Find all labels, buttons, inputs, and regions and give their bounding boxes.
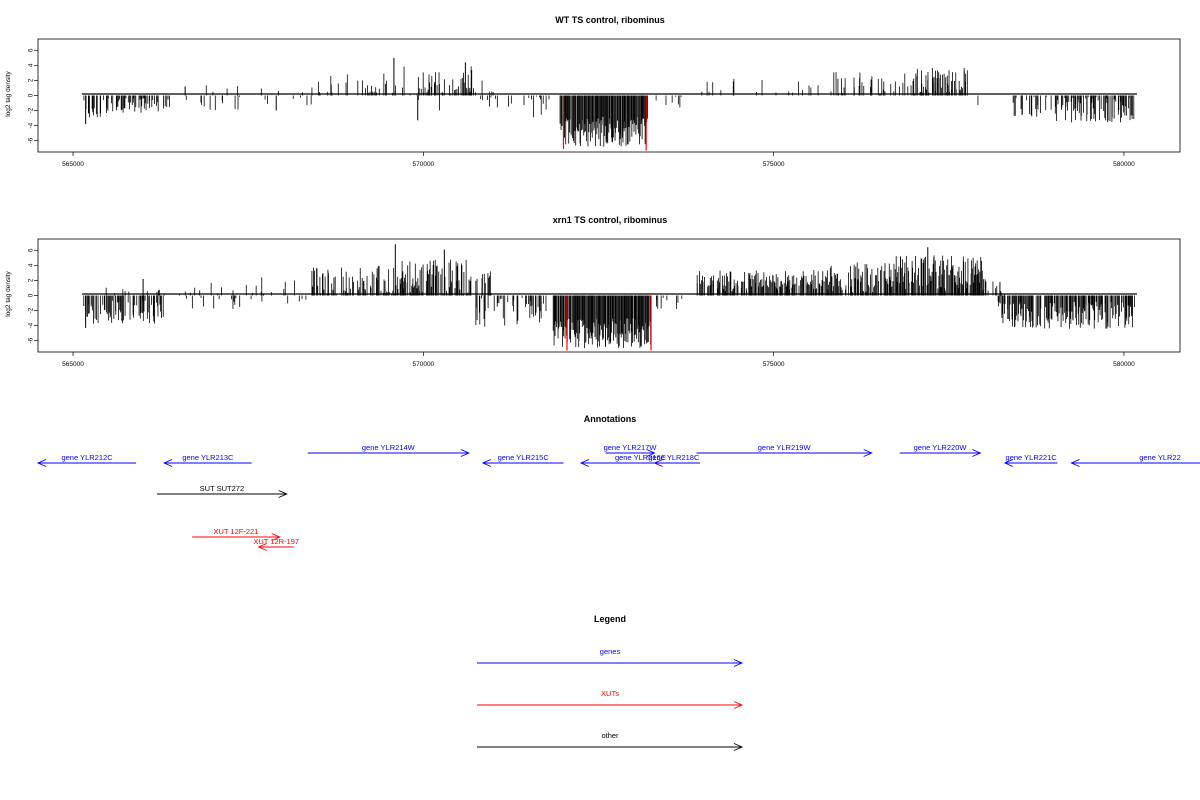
arrow-head xyxy=(162,459,173,467)
feature-label: gene YLR212C xyxy=(61,453,113,462)
panel-wt-track: WT TS control, ribominus log2 tag densit… xyxy=(5,15,1181,168)
annotation-feature: gene YLR221C xyxy=(1003,453,1058,467)
feature-label: gene YLR22 xyxy=(1139,453,1181,462)
feature-label: gene YLR214W xyxy=(362,443,416,452)
legend-entry: XUTs xyxy=(477,689,744,709)
arrow-head xyxy=(733,701,744,709)
annotations-track: Annotations gene YLR212C gene YLR213C gene… xyxy=(36,414,1200,551)
panel-title: WT TS control, ribominus xyxy=(555,15,665,25)
y-tick-label: -6 xyxy=(28,137,35,143)
legend-title: Legend xyxy=(594,614,626,624)
y-tick-label: -2 xyxy=(28,107,35,113)
arrow-head xyxy=(460,449,470,457)
y-tick-label: 2 xyxy=(28,278,35,282)
feature-label: gene YLR219W xyxy=(758,443,812,452)
y-axis: -6 -4 -2 0 2 4 6 xyxy=(28,248,38,344)
annotation-feature: gene YLR212C xyxy=(36,453,137,467)
arrow-head xyxy=(733,743,744,751)
x-tick-label: 575000 xyxy=(763,361,785,368)
feature-label: gene YLR218C xyxy=(648,453,700,462)
y-tick-label: -2 xyxy=(28,307,35,313)
arrow-head xyxy=(271,533,281,541)
annotation-feature: gene YLR214W xyxy=(307,443,470,457)
feature-label: gene YLR217W xyxy=(604,443,658,452)
y-tick-label: 4 xyxy=(28,263,35,267)
arrow-head xyxy=(653,459,663,467)
y-tick-label: -4 xyxy=(28,122,35,128)
y-axis: -6 -4 -2 0 2 4 6 xyxy=(28,48,38,144)
arrow-head xyxy=(972,449,982,457)
feature-label: gene YLR221C xyxy=(1006,453,1058,462)
y-tick-label: 0 xyxy=(28,93,35,97)
y-tick-label: 2 xyxy=(28,78,35,82)
bars xyxy=(83,57,1135,151)
annotation-feature: gene YLR215C xyxy=(481,453,564,467)
y-tick-label: 6 xyxy=(28,248,35,252)
arrow-head xyxy=(257,543,267,551)
feature-label: SUT SUT272 xyxy=(200,484,244,493)
panel-title: xrn1 TS control, ribominus xyxy=(553,215,668,225)
feature-label: gene YLR215C xyxy=(498,453,550,462)
arrow-head xyxy=(863,449,873,457)
feature-label: XUT 12F-221 xyxy=(213,527,258,536)
x-tick-label: 565000 xyxy=(62,361,84,368)
x-tick-label: 580000 xyxy=(1113,361,1135,368)
arrow-head xyxy=(481,459,492,467)
feature-label: gene YLR213C xyxy=(182,453,234,462)
arrow-head xyxy=(733,659,744,667)
legend: Legend genes XUTs other xyxy=(477,614,744,751)
panel-xrn1-track: xrn1 TS control, ribominus log2 tag dens… xyxy=(5,215,1181,368)
annotation-feature: gene YLR220W xyxy=(899,443,982,457)
annotations-title: Annotations xyxy=(584,414,637,424)
annotation-feature: SUT SUT272 xyxy=(157,484,288,498)
feature-label: gene YLR216C xyxy=(615,453,667,462)
x-axis: 565000 570000 575000 580000 xyxy=(62,352,1135,368)
y-tick-label: 4 xyxy=(28,63,35,67)
annotation-feature: gene YLR217W xyxy=(604,443,658,457)
x-tick-label: 565000 xyxy=(62,161,84,168)
x-axis: 565000 570000 575000 580000 xyxy=(62,152,1135,168)
x-tick-label: 570000 xyxy=(412,161,434,168)
legend-label: other xyxy=(601,731,619,740)
annotation-feature: gene YLR22 xyxy=(1070,453,1200,467)
arrow-head xyxy=(579,459,590,467)
annotation-feature: XUT 12F-221 xyxy=(192,527,281,541)
y-tick-label: 6 xyxy=(28,48,35,52)
annotation-feature: gene YLR218C xyxy=(648,453,700,467)
feature-label: XUT 12R-197 xyxy=(253,537,299,546)
y-tick-label: -4 xyxy=(28,322,35,328)
arrow-head xyxy=(1070,459,1080,467)
y-tick-label: 0 xyxy=(28,293,35,297)
arrow-head xyxy=(278,490,288,498)
legend-entry: genes xyxy=(477,647,744,667)
feature-label: gene YLR220W xyxy=(914,443,968,452)
x-tick-label: 580000 xyxy=(1113,161,1135,168)
bars xyxy=(83,244,1135,351)
arrow-head xyxy=(36,459,47,467)
annotation-feature: XUT 12R-197 xyxy=(253,537,299,551)
legend-label: genes xyxy=(600,647,621,656)
legend-entry: other xyxy=(477,731,744,751)
arrow-head xyxy=(646,449,656,457)
annotation-feature: gene YLR219W xyxy=(696,443,873,457)
y-axis-label: log2 tag density xyxy=(5,70,12,116)
arrow-head xyxy=(1003,459,1014,467)
y-tick-label: -6 xyxy=(28,337,35,343)
x-tick-label: 570000 xyxy=(412,361,434,368)
annotation-feature: gene YLR213C xyxy=(162,453,252,467)
y-axis-label: log2 tag density xyxy=(5,270,12,316)
legend-label: XUTs xyxy=(601,689,619,698)
x-tick-label: 575000 xyxy=(763,161,785,168)
